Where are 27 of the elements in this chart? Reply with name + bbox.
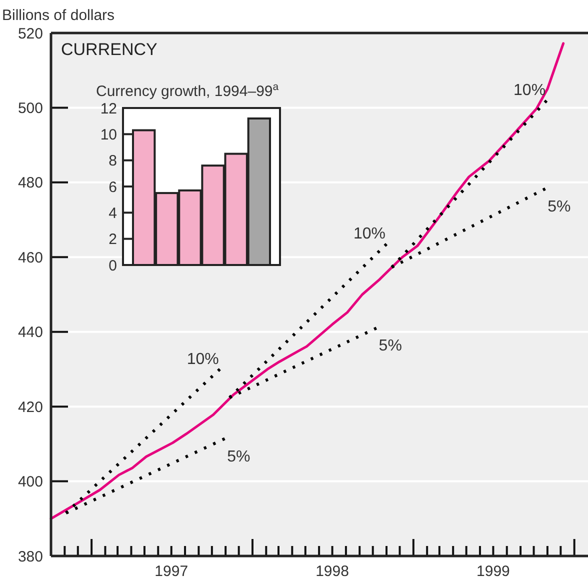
y-tick-label: 400 [18, 474, 43, 491]
y-tick-label: 12 [100, 100, 117, 118]
y-tick-label: 460 [18, 249, 43, 266]
annotation: 5% [548, 198, 571, 216]
annotation: 10% [354, 226, 386, 243]
y-tick-label: 4 [108, 204, 117, 222]
chart-title: CURRENCY [61, 40, 158, 59]
y-tick-label: 440 [18, 324, 43, 342]
x-tick-label: 1999 [476, 563, 510, 580]
y-tick-label: 520 [18, 25, 43, 42]
annotation: 10% [514, 82, 546, 100]
annotation: 5% [227, 448, 250, 466]
y-tick-label: 2 [108, 231, 117, 248]
y-tick-label: 8 [108, 152, 117, 170]
y-tick-label: 0 [108, 257, 117, 274]
y-tick-label: 6 [108, 178, 117, 196]
annotation: 5% [378, 338, 402, 355]
y-tick-label: 10 [100, 126, 117, 144]
x-tick-label: 1997 [154, 563, 188, 580]
y-tick-label: 380 [18, 548, 43, 566]
y-axis-title: Billions of dollars [2, 7, 115, 24]
y-tick-label: 480 [18, 174, 43, 192]
y-tick-label: 420 [18, 398, 43, 416]
y-tick-label: 500 [18, 100, 43, 117]
annotation: 10% [186, 350, 219, 368]
chart-title: Currency growth, 1994–99$^{a}$ [96, 81, 279, 100]
x-tick-label: 1998 [316, 563, 349, 580]
